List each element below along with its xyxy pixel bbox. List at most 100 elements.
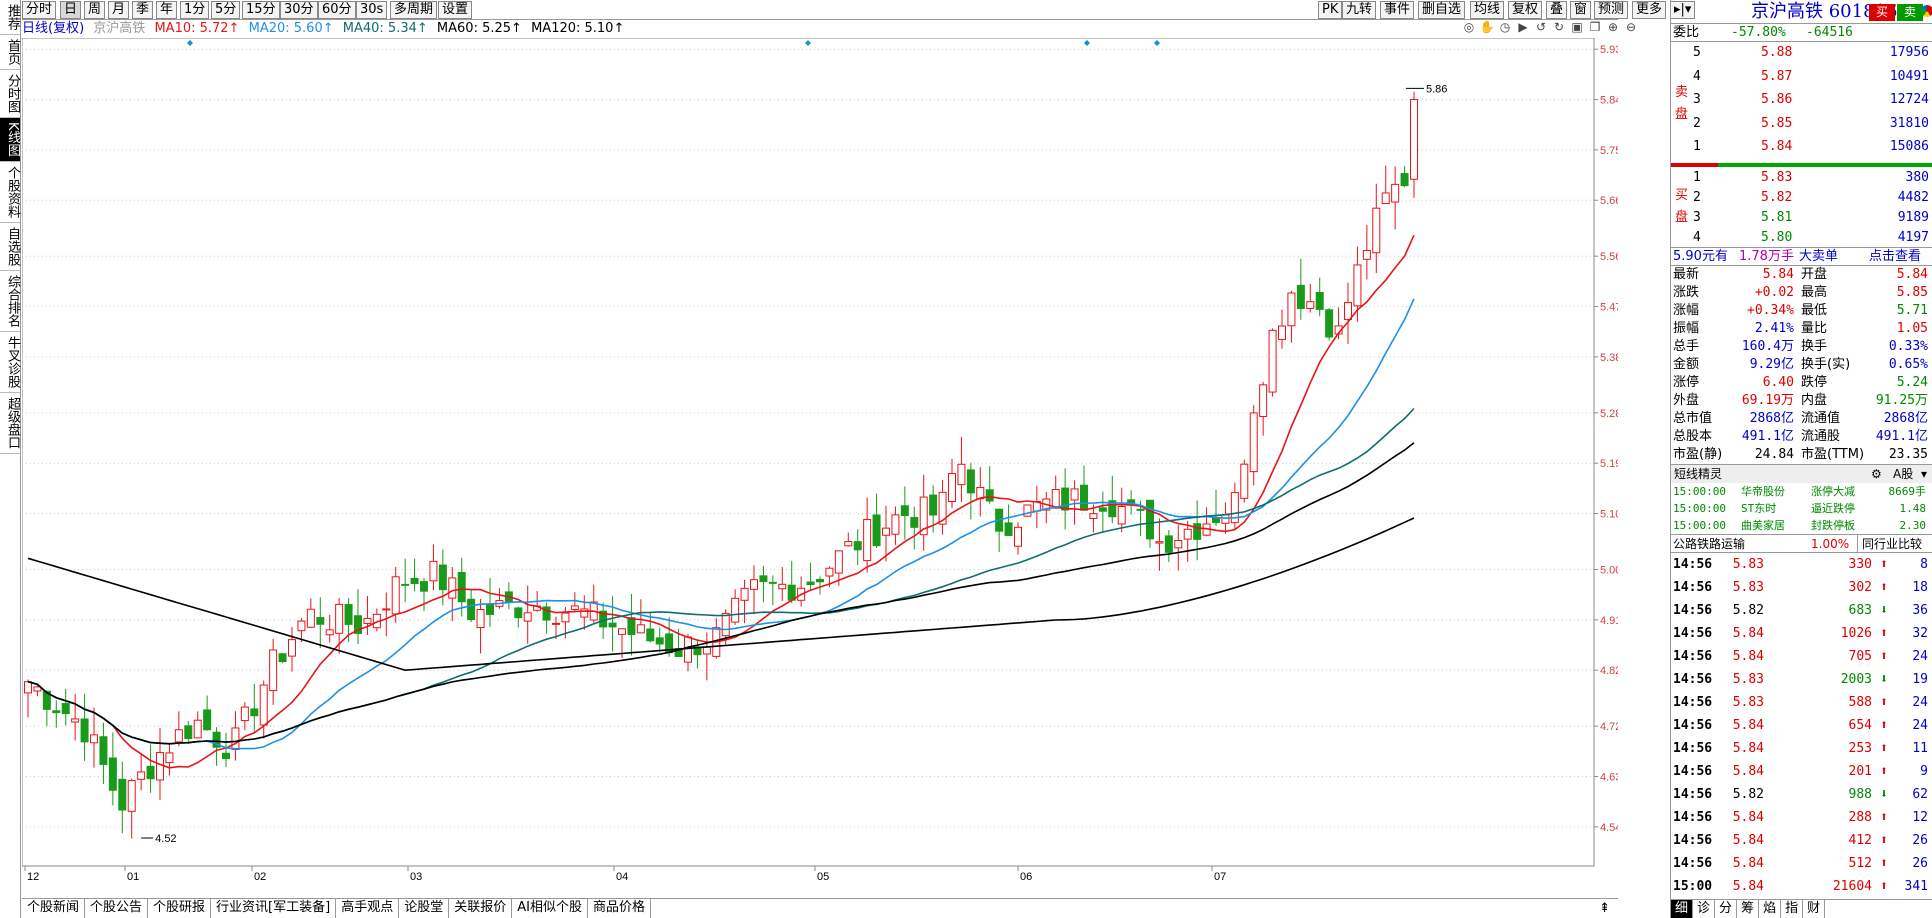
period-tab-12[interactable]: 多周期 <box>390 1 438 19</box>
event-marker-icon[interactable] <box>1084 40 1090 46</box>
candle-body[interactable] <box>863 518 872 562</box>
candle-body[interactable] <box>80 718 89 743</box>
candle-body[interactable] <box>1249 412 1258 473</box>
candle-body[interactable] <box>684 636 692 663</box>
event-marker-icon[interactable] <box>805 40 811 46</box>
candle-body[interactable] <box>127 780 136 812</box>
candle-body[interactable] <box>297 620 306 632</box>
candle-body[interactable] <box>985 489 994 502</box>
candle-body[interactable] <box>1353 264 1362 307</box>
bottom-tab-0[interactable]: 个股新闻 <box>22 899 86 918</box>
quote-tab-4[interactable]: 焰 <box>1759 900 1782 918</box>
period-tab-11[interactable]: 30s <box>356 1 388 19</box>
sidebar-item-0[interactable]: 推荐 <box>0 0 20 35</box>
period-tab-2[interactable]: 周 <box>84 1 106 19</box>
candle-body[interactable] <box>1136 508 1145 511</box>
candle-body[interactable] <box>137 771 146 780</box>
candle-body[interactable] <box>448 577 457 599</box>
bottom-tab-3[interactable]: 行业资讯[军工装备] <box>211 899 337 918</box>
event-marker-icon[interactable] <box>187 40 193 46</box>
zoom-out-icon[interactable]: ⊖ <box>1625 20 1637 34</box>
candle-body[interactable] <box>900 505 909 517</box>
period-tab-5[interactable]: 年 <box>156 1 178 19</box>
candle-body[interactable] <box>288 639 296 657</box>
candle-body[interactable] <box>1070 488 1079 501</box>
candle-body[interactable] <box>108 757 117 791</box>
candle-body[interactable] <box>768 581 777 584</box>
candle-body[interactable] <box>1372 207 1381 254</box>
sidebar-item-2[interactable]: 分时图 <box>0 70 20 118</box>
candle-body[interactable] <box>966 469 975 494</box>
candle-body[interactable] <box>618 628 626 635</box>
candle-body[interactable] <box>1287 292 1296 327</box>
candle-body[interactable] <box>580 608 589 618</box>
candle-body[interactable] <box>1193 523 1202 540</box>
right-tab-8[interactable]: 预测 <box>1594 1 1629 19</box>
sidebar-item-3[interactable]: K线图 <box>0 118 20 162</box>
candle-body[interactable] <box>702 646 711 655</box>
candle-body[interactable] <box>759 575 768 583</box>
candle-body[interactable] <box>316 617 325 625</box>
candle-body[interactable] <box>1164 535 1173 553</box>
candle-body[interactable] <box>1306 301 1315 309</box>
candle-body[interactable] <box>1183 528 1192 540</box>
candle-body[interactable] <box>1410 99 1418 180</box>
industry-name[interactable]: 公路铁路运输 <box>1673 537 1746 551</box>
sidebar-item-1[interactable]: 首页 <box>0 35 20 70</box>
candle-body[interactable] <box>1268 329 1277 393</box>
pie-icon[interactable] <box>1921 5 1932 17</box>
right-tab-7[interactable]: 窗 <box>1570 1 1592 19</box>
candle-body[interactable] <box>184 725 193 739</box>
candle-body[interactable] <box>1362 249 1371 260</box>
candle-body[interactable] <box>608 622 617 628</box>
event-marker-icon[interactable] <box>1154 40 1160 46</box>
candle-body[interactable] <box>222 752 230 760</box>
bottom-tab-1[interactable]: 个股公告 <box>85 899 149 918</box>
candle-body[interactable] <box>910 516 919 528</box>
candle-body[interactable] <box>1089 513 1098 519</box>
candle-body[interactable] <box>1259 384 1268 417</box>
elf-row[interactable]: 15:00:00 华帝股份 涨停大减 8669手 <box>1671 483 1932 500</box>
quote-bids-0-row[interactable]: 1 5.83 380 <box>1671 169 1932 187</box>
bottom-tab-5[interactable]: 论股堂 <box>399 899 450 918</box>
candle-body[interactable] <box>1315 292 1324 310</box>
candle-body[interactable] <box>825 567 834 577</box>
period-tab-8[interactable]: 15分 <box>242 1 280 19</box>
right-tab-3[interactable]: 删自选 <box>1418 1 1466 19</box>
candle-body[interactable] <box>33 686 42 692</box>
candle-body[interactable] <box>721 612 730 637</box>
candle-body[interactable] <box>476 609 485 629</box>
candle-body[interactable] <box>1004 522 1013 536</box>
candle-body[interactable] <box>278 653 287 663</box>
candle-body[interactable] <box>457 571 466 603</box>
chart-mode[interactable]: 日线(复权) <box>22 21 85 36</box>
zoom-in-icon[interactable]: ⊕ <box>1607 20 1619 34</box>
kline-svg[interactable]: 5.93 5.84 5.75 5.66 5.56 5.47 5.38 5.28 5.19 5.10… <box>22 38 1618 884</box>
candle-body[interactable] <box>1023 504 1032 517</box>
candle-body[interactable] <box>42 690 51 710</box>
candle-body[interactable] <box>542 606 551 621</box>
candle-body[interactable] <box>806 581 815 586</box>
quote-asks-4-row[interactable]: 1 5.84 15086 <box>1671 138 1932 156</box>
period-tab-1[interactable]: 日 <box>60 1 82 19</box>
elf-row[interactable]: 15:00:00 ST东时 逼近跌停 1.48 <box>1671 500 1932 517</box>
bottom-tab-4[interactable]: 高手观点 <box>336 899 400 918</box>
elf-settings-icon[interactable]: ⚙ <box>1871 467 1882 481</box>
candle-body[interactable] <box>71 718 80 723</box>
candle-body[interactable] <box>146 765 155 780</box>
candle-body[interactable] <box>778 583 787 590</box>
candle-body[interactable] <box>363 617 372 624</box>
candle-body[interactable] <box>203 709 212 731</box>
quote-tab-3[interactable]: 筹 <box>1737 900 1760 918</box>
candle-body[interactable] <box>646 628 655 642</box>
quote-bids-1-row[interactable]: 2 5.82 4482 <box>1671 189 1932 207</box>
candle-body[interactable] <box>1278 325 1286 340</box>
bottom-tab-7[interactable]: AI相似个股 <box>512 899 588 918</box>
sidebar-item-8[interactable]: 超级盘口 <box>0 393 20 454</box>
candle-body[interactable] <box>1061 487 1070 511</box>
candle-body[interactable] <box>882 527 890 536</box>
buy-button[interactable]: 买 <box>1869 4 1895 21</box>
scroll-top-icon[interactable]: ⇞ <box>1599 900 1610 915</box>
hand-icon[interactable]: ✋ <box>1479 20 1495 34</box>
candle-body[interactable] <box>1296 284 1305 309</box>
